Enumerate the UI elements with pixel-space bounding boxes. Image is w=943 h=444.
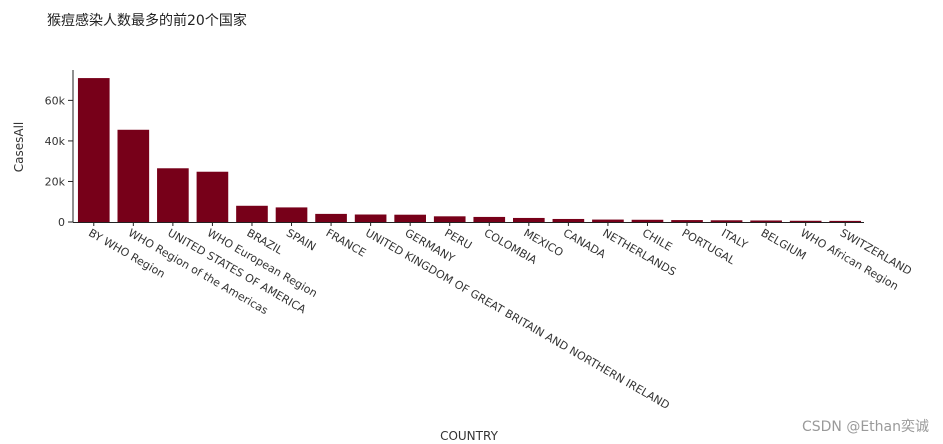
x-tick-label: CANADA [561, 226, 608, 261]
bar [394, 214, 426, 222]
y-tick-label: 0 [58, 216, 65, 229]
x-tick-label: SPAIN [284, 226, 318, 253]
x-axis-label: COUNTRY [440, 429, 498, 443]
bar [473, 216, 506, 222]
bar [196, 171, 229, 222]
bar [236, 205, 268, 222]
bar [552, 218, 585, 222]
y-tick-label: 40k [45, 135, 66, 148]
y-tick-label: 20k [45, 175, 66, 188]
chart-title: 猴痘感染人数最多的前20个国家 [47, 13, 247, 29]
y-axis-label: CasesAll [12, 122, 26, 173]
x-tick-label: FRANCE [324, 226, 369, 259]
bar [631, 219, 664, 222]
bar [433, 216, 466, 222]
bar [77, 78, 110, 222]
y-axis: 0 20k 40k 60k [45, 70, 74, 229]
y-tick-label: 60k [45, 94, 66, 107]
bar [789, 220, 822, 222]
bars-group [77, 78, 862, 222]
bar [315, 213, 347, 222]
bar [592, 219, 624, 222]
bar [750, 220, 782, 222]
bar [829, 220, 862, 222]
bar [117, 129, 150, 222]
bar [157, 168, 189, 222]
bar [710, 220, 743, 222]
bar [513, 217, 545, 222]
bar [275, 207, 308, 222]
watermark: CSDN @Ethan奕诚 [801, 419, 929, 435]
bar [671, 220, 703, 222]
bar [354, 214, 387, 222]
